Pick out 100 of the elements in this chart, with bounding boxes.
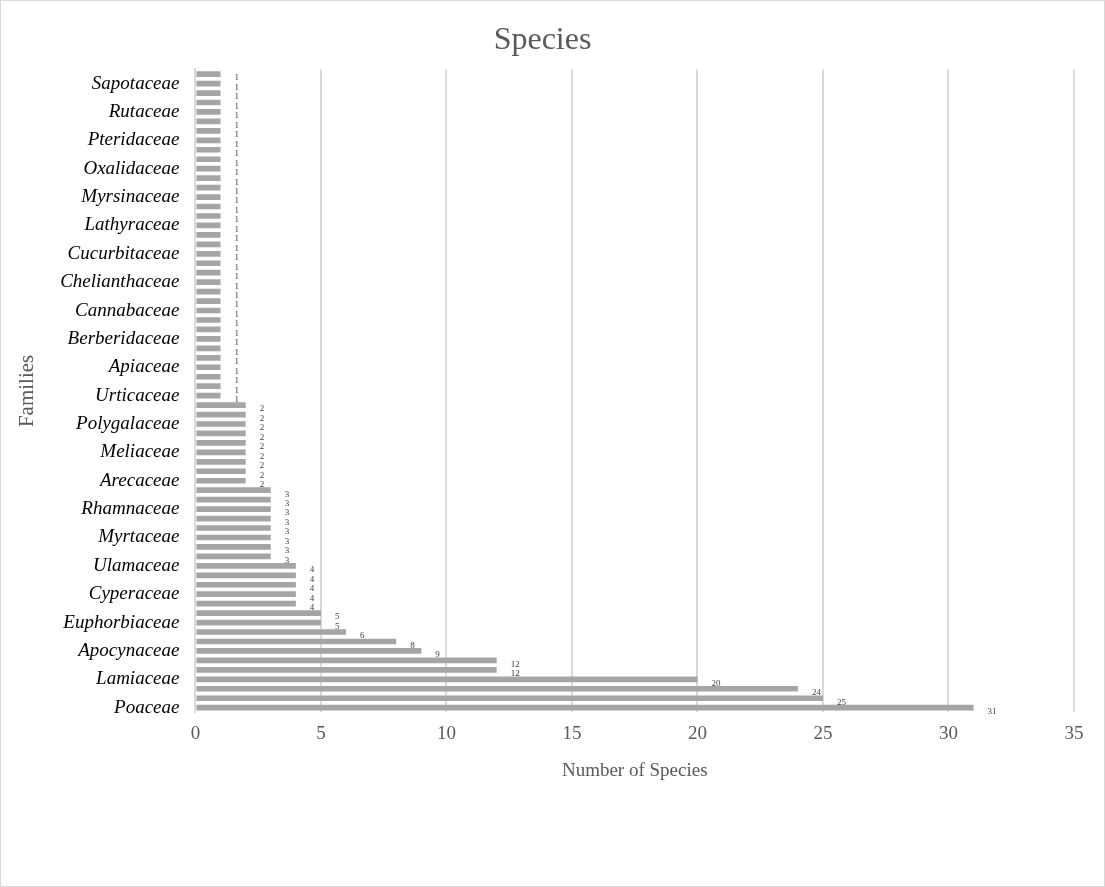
data-label: 3 [284, 507, 290, 518]
data-label: 1 [234, 280, 240, 291]
bar [196, 99, 221, 106]
bar [196, 250, 221, 257]
bar [196, 440, 246, 446]
bar [196, 506, 271, 512]
y-tick-label: Rhamnaceae [80, 497, 180, 519]
data-label: 2 [259, 441, 265, 452]
y-tick-label: Ulamaceae [92, 553, 180, 575]
bar [196, 421, 246, 427]
y-tick-label: Arecaceae [97, 468, 180, 490]
bar [196, 373, 221, 380]
data-label: 1 [234, 318, 240, 329]
bar [196, 128, 221, 134]
data-label: 5 [334, 620, 340, 631]
data-label: 2 [259, 412, 265, 423]
data-label: 25 [836, 696, 847, 707]
y-tick-label: Cyperaceae [88, 582, 180, 604]
y-tick-label: Sapotaceae [91, 71, 180, 93]
data-label: 3 [284, 516, 290, 527]
bar [196, 184, 221, 191]
bar [196, 411, 246, 418]
data-label: 4 [309, 564, 315, 575]
data-label: 1 [234, 91, 240, 102]
data-label: 1 [234, 110, 240, 121]
data-label: 1 [234, 233, 240, 244]
data-label: 1 [234, 167, 240, 178]
data-label: 1 [234, 242, 240, 253]
data-label: 1 [234, 252, 240, 263]
bar [196, 525, 271, 531]
bar [196, 629, 347, 635]
bar [196, 288, 221, 295]
bar [196, 364, 221, 371]
bar [196, 269, 221, 276]
bar [196, 430, 246, 437]
bar [196, 336, 221, 342]
data-label: 4 [309, 592, 315, 603]
y-tick-label: Pteridaceae [86, 128, 180, 150]
y-tick-label: Myrtaceae [97, 525, 180, 547]
bar [196, 610, 321, 616]
data-label: 3 [284, 526, 290, 537]
y-axis-title: Families [14, 354, 39, 428]
y-tick-label: Lathyraceae [83, 213, 180, 235]
bar [196, 591, 296, 598]
bar [196, 118, 221, 125]
x-tick-label: 30 [938, 721, 958, 743]
data-label: 20 [711, 677, 721, 688]
y-tick-label: Meliaceae [99, 440, 180, 462]
data-label: 31 [987, 706, 997, 717]
x-tick-label: 35 [1064, 721, 1084, 743]
bar [196, 458, 246, 465]
data-label: 4 [309, 583, 315, 594]
bar [196, 468, 246, 475]
x-tick-label: 10 [436, 721, 456, 743]
y-tick-label: Apiaceae [106, 355, 180, 377]
x-tick-label: 5 [316, 721, 326, 743]
bar [196, 326, 221, 333]
data-label: 1 [234, 214, 240, 225]
data-label: 1 [234, 289, 240, 300]
y-tick-label: Lamiaceae [95, 667, 180, 689]
bar [196, 704, 974, 711]
y-tick-label: Chelianthaceae [60, 270, 180, 292]
bar [196, 345, 221, 352]
bar [196, 279, 221, 285]
bar [196, 298, 221, 304]
data-label: 1 [234, 271, 240, 282]
data-label: 24 [811, 687, 822, 698]
bar [196, 241, 221, 248]
bar [196, 71, 221, 77]
bar [196, 194, 221, 200]
data-label: 1 [234, 81, 240, 92]
data-label: 1 [234, 337, 240, 348]
bar [196, 146, 221, 153]
bar [196, 307, 221, 314]
y-tick-label: Euphorbiaceae [62, 610, 180, 632]
bar [196, 213, 221, 219]
data-label: 1 [234, 100, 240, 111]
y-tick-label: Myrsinaceae [80, 185, 180, 207]
data-label: 3 [284, 488, 290, 499]
bar [196, 402, 246, 408]
data-label: 4 [309, 602, 315, 613]
bar [196, 676, 698, 683]
y-tick-label: Cannabaceae [74, 298, 180, 320]
data-label: 1 [234, 299, 240, 310]
bar [196, 156, 221, 163]
data-label: 1 [234, 365, 240, 376]
data-label: 1 [234, 176, 240, 187]
data-label: 12 [510, 668, 520, 679]
data-label: 3 [284, 545, 290, 556]
data-label: 1 [234, 204, 240, 215]
bar [196, 544, 271, 550]
y-tick-label: Berberidaceae [67, 326, 180, 348]
data-label: 1 [234, 223, 240, 234]
y-tick-label: Apocynaceae [76, 638, 180, 660]
data-label: 2 [259, 479, 265, 490]
bar [196, 695, 823, 702]
data-label: 5 [334, 611, 340, 622]
x-tick-label: 0 [190, 721, 201, 743]
bar [196, 90, 221, 96]
data-label: 2 [259, 422, 265, 433]
